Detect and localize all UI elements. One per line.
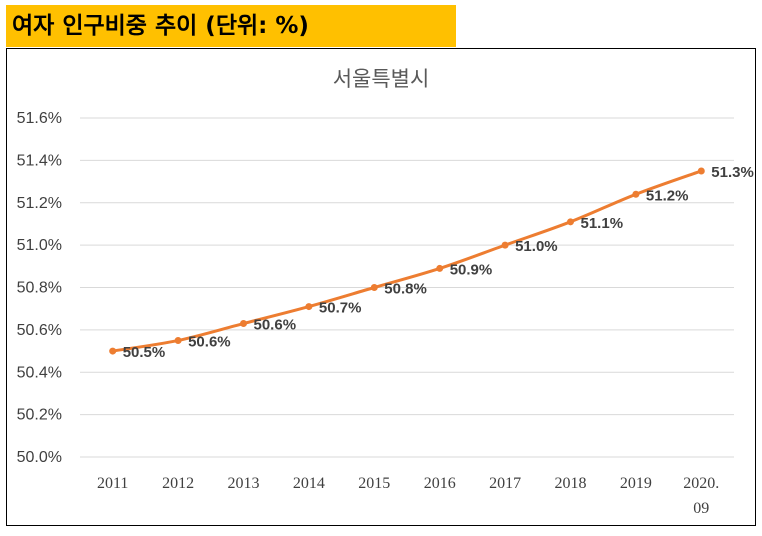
data-label: 51.2%: [646, 187, 689, 204]
x-tick-label: 2013: [228, 475, 260, 492]
data-label: 50.9%: [450, 261, 493, 278]
series-line: [111, 169, 703, 353]
data-point: [436, 264, 444, 272]
data-label: 51.1%: [581, 215, 624, 232]
x-tick-label: 2016: [424, 475, 456, 492]
data-label: 50.7%: [319, 300, 362, 317]
x-tick-label: 2018: [555, 475, 587, 492]
y-tick-label: 50.0%: [17, 449, 62, 466]
data-point: [240, 320, 247, 328]
data-point: [632, 190, 640, 198]
y-tick-label: 51.0%: [17, 237, 62, 254]
data-point: [370, 284, 378, 291]
y-tick-label: 50.4%: [17, 364, 62, 381]
x-tick-label: 2011: [97, 475, 128, 492]
y-tick-label: 50.2%: [17, 407, 62, 424]
data-point: [567, 218, 574, 226]
chart-frame: [6, 48, 756, 526]
y-tick-label: 51.4%: [17, 152, 62, 169]
x-tick-label: 2017: [489, 475, 521, 492]
chart-title: 서울특별시: [333, 67, 430, 91]
data-label: 50.6%: [254, 317, 297, 334]
data-point: [174, 336, 182, 344]
chart-heading: 여자 인구비중 추이 (단위: %): [6, 5, 456, 47]
data-label: 50.5%: [123, 344, 166, 361]
data-label: 50.8%: [384, 281, 427, 298]
data-label: 50.6%: [188, 333, 231, 350]
y-tick-label: 50.6%: [17, 322, 62, 339]
data-point: [109, 347, 117, 355]
x-tick-label: 2014: [293, 475, 325, 492]
data-label: 51.0%: [515, 238, 558, 255]
y-tick-label: 51.2%: [17, 195, 62, 212]
data-point: [305, 303, 313, 311]
data-point: [697, 167, 705, 175]
x-tick-label: 09: [693, 500, 709, 517]
data-point: [501, 241, 509, 249]
x-tick-label: 2020.: [683, 475, 719, 492]
data-label: 51.3%: [711, 164, 754, 181]
y-tick-label: 51.6%: [17, 110, 62, 127]
x-tick-label: 2015: [358, 475, 390, 492]
x-tick-label: 2012: [162, 475, 194, 492]
x-tick-label: 2019: [620, 475, 652, 492]
y-tick-label: 50.8%: [17, 280, 62, 297]
